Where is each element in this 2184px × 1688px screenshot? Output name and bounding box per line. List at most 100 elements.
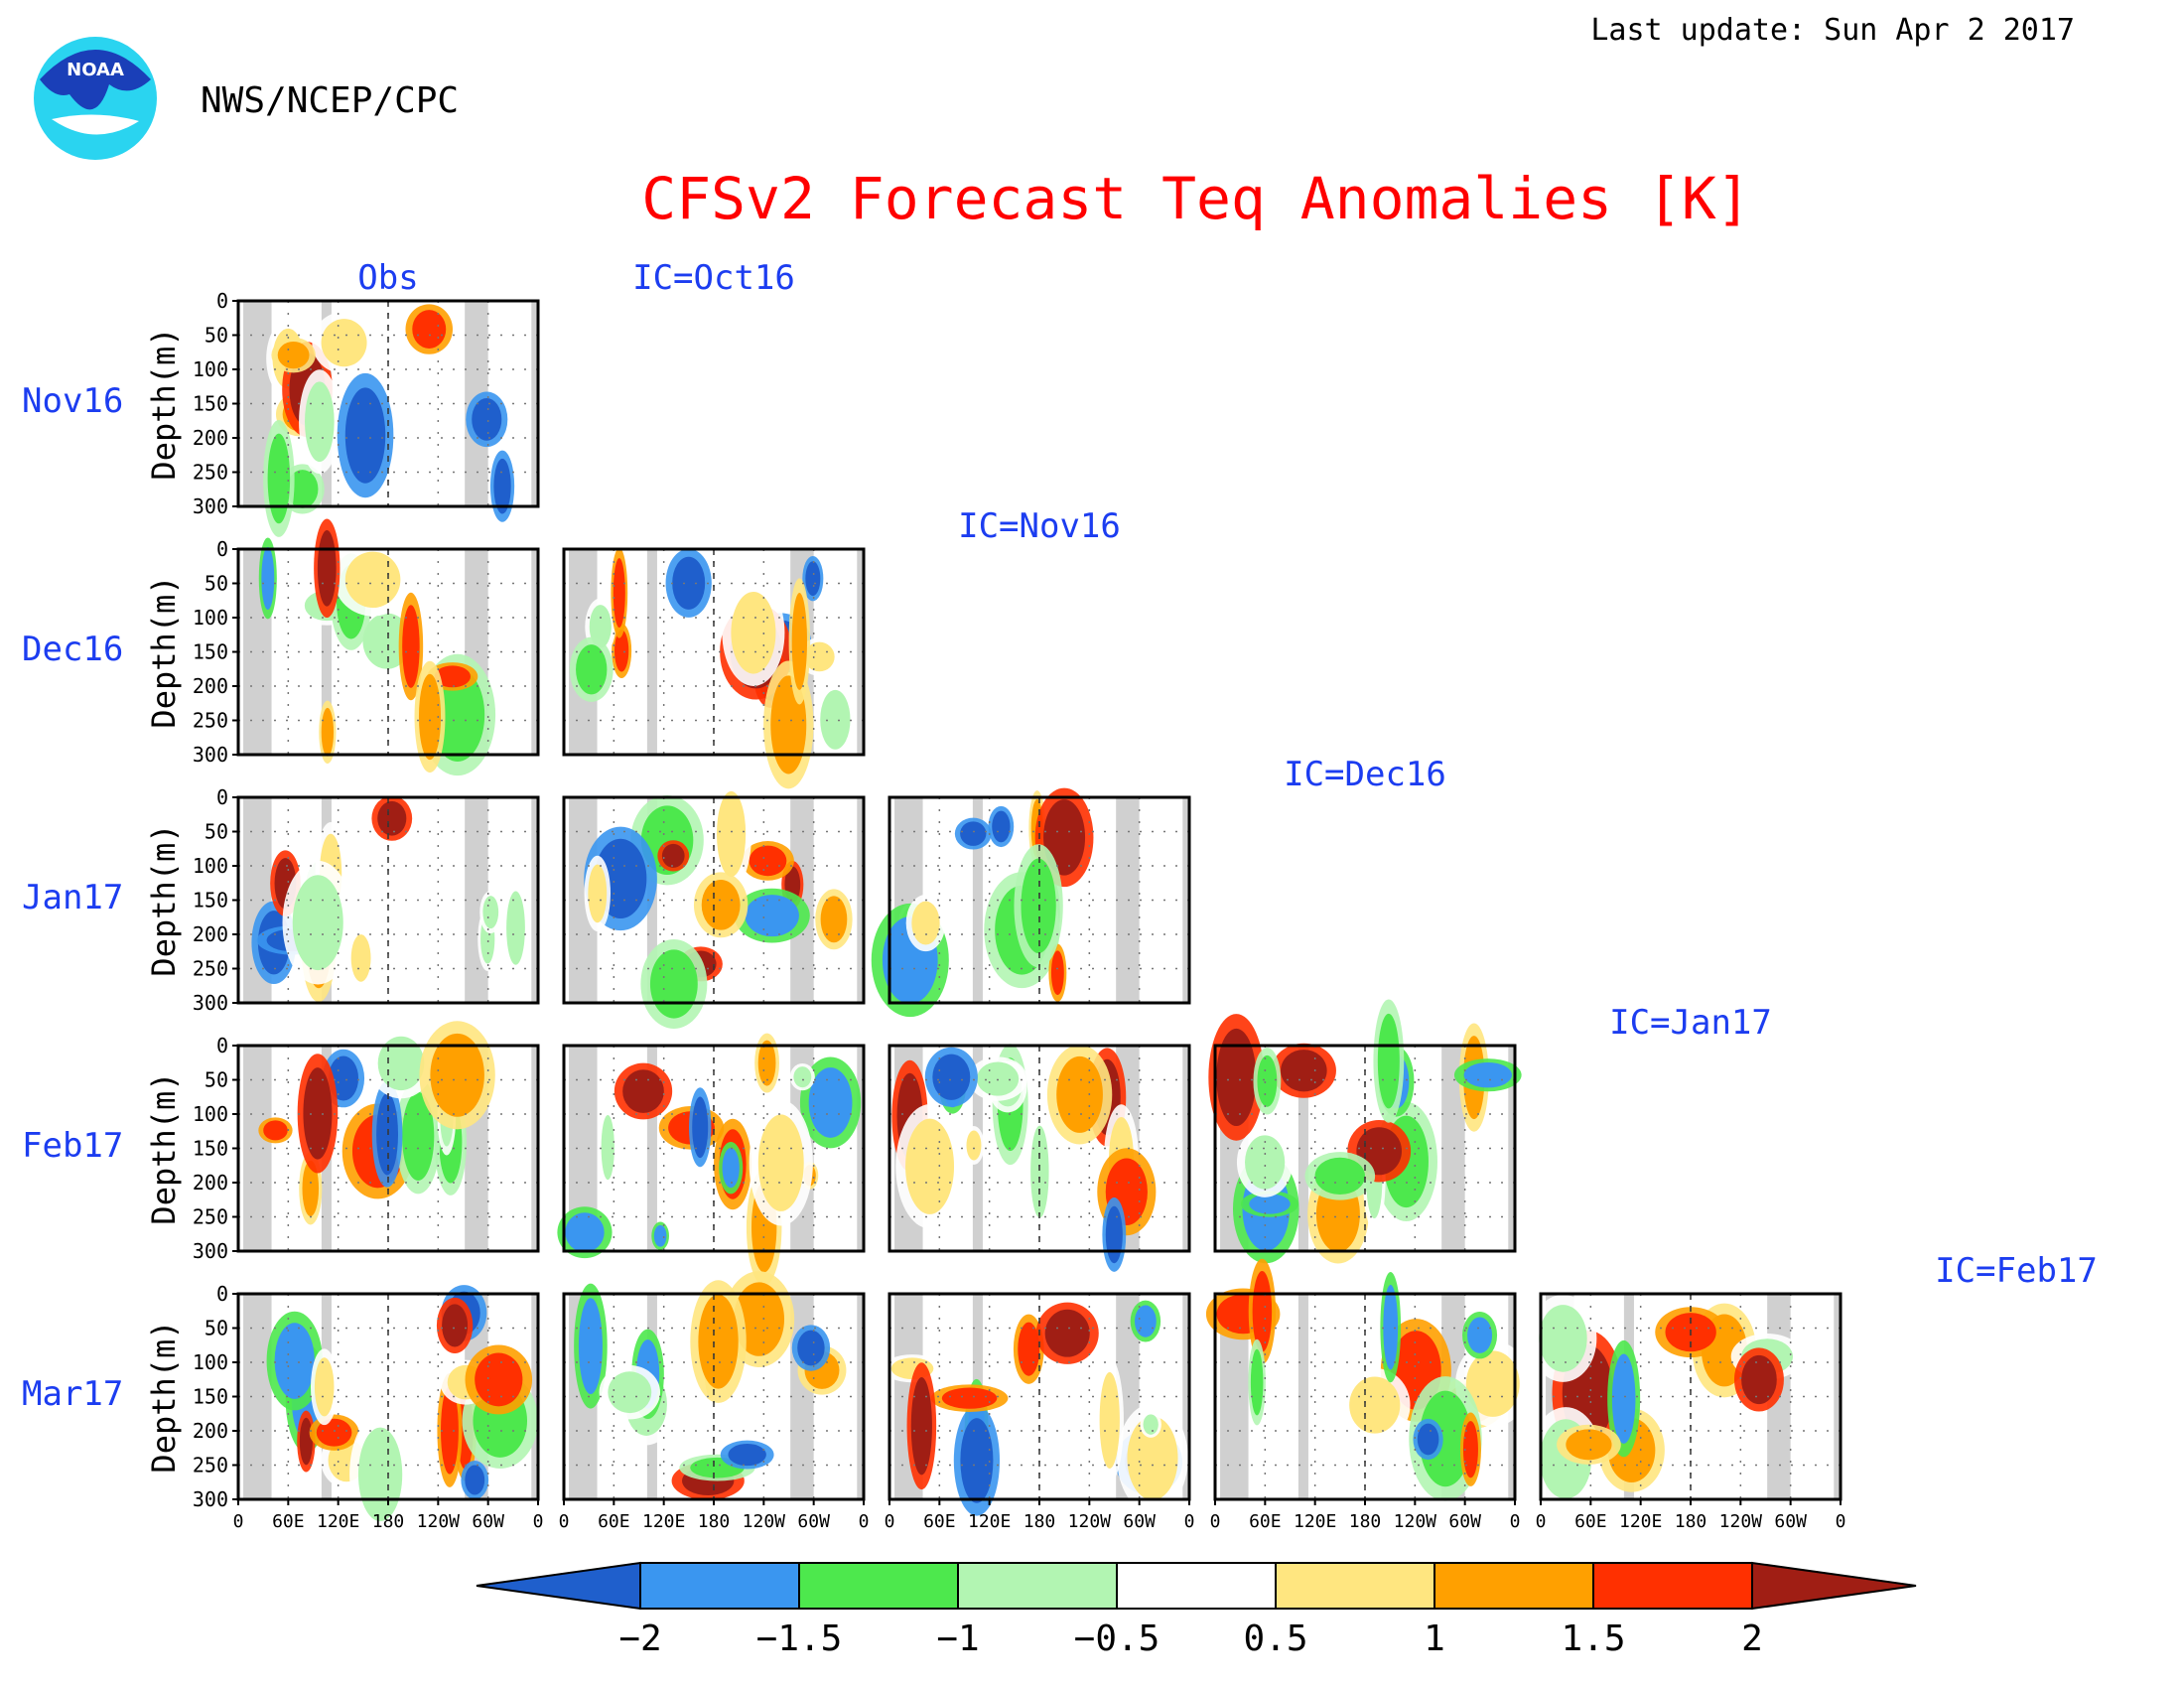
land-mask: [857, 1046, 864, 1251]
y-axis-label: Depth(m): [145, 327, 183, 480]
x-tick-label: 60W: [1123, 1511, 1156, 1532]
row-label: Nov16: [22, 381, 123, 421]
y-tick-label: 100: [193, 1350, 228, 1374]
y-tick-label: 150: [193, 392, 228, 416]
anomaly-contour: [1044, 1309, 1090, 1357]
anomaly-contour: [274, 1323, 315, 1399]
anomaly-contour: [1105, 1205, 1123, 1264]
anomaly-contour: [745, 895, 799, 937]
anomaly-contour: [692, 1096, 709, 1159]
anomaly-contour: [1741, 1354, 1777, 1405]
colorbar-swatch: [1433, 1562, 1594, 1610]
anomaly-contour: [344, 387, 386, 484]
y-tick-label: 300: [193, 1239, 228, 1263]
x-tick-label: 180: [1024, 1511, 1056, 1532]
anomaly-contour: [302, 1160, 320, 1217]
column-header: IC=Feb17: [1935, 1251, 2098, 1291]
y-tick-label: 200: [193, 674, 228, 698]
colorbar-label: −1.5: [756, 1618, 843, 1659]
anomaly-contour: [932, 1054, 971, 1100]
anomaly-contour: [805, 561, 821, 597]
anomaly-contour: [672, 556, 706, 610]
anomaly-contour: [1462, 1421, 1478, 1478]
anomaly-contour: [357, 1427, 403, 1522]
panel: 0 50 100 150 200 250 300: [193, 785, 540, 1015]
anomaly-contour: [1050, 950, 1064, 996]
panel: [887, 1044, 1191, 1272]
x-tick-label: 0: [1510, 1511, 1521, 1532]
x-tick-label: 60W: [1448, 1511, 1481, 1532]
land-mask: [1834, 1294, 1841, 1499]
x-tick-label: 60E: [598, 1511, 630, 1532]
anomaly-contour: [267, 433, 291, 524]
colorbar-swatch: [1116, 1562, 1277, 1610]
x-tick-label: 120W: [1719, 1511, 1763, 1532]
row-label: Dec16: [22, 630, 123, 669]
x-tick-label: 120E: [1294, 1511, 1336, 1532]
column-header: IC=Nov16: [958, 506, 1121, 546]
last-update: Last update: Sun Apr 2 2017: [1590, 13, 2075, 48]
colorbar-swatch: [957, 1562, 1118, 1610]
y-tick-label: 0: [216, 1282, 228, 1306]
anomaly-contour: [717, 790, 747, 877]
anomaly-contour: [757, 1040, 776, 1086]
x-tick-label: 120W: [1068, 1511, 1112, 1532]
x-tick-label: 120W: [743, 1511, 786, 1532]
y-tick-label: 100: [193, 606, 228, 630]
panel: 0 50 100 150 200 250 300: [193, 518, 540, 776]
chart-title: CFSv2 Forecast Teq Anomalies [K]: [641, 165, 1750, 232]
land-mask: [1508, 1046, 1515, 1251]
y-tick-label: 200: [193, 1419, 228, 1443]
x-tick-label: 60E: [1249, 1511, 1282, 1532]
y-tick-label: 50: [205, 324, 228, 348]
x-tick-label: 0: [1536, 1511, 1547, 1532]
anomaly-contour: [1043, 799, 1086, 876]
anomaly-contour: [701, 879, 741, 930]
y-axis-label: Depth(m): [145, 1071, 183, 1224]
column-header: IC=Dec16: [1284, 755, 1446, 794]
anomaly-contour: [1611, 1353, 1636, 1444]
anomaly-contour: [434, 665, 472, 688]
anomaly-contour: [992, 810, 1011, 843]
colorbar-label: 1.5: [1561, 1618, 1625, 1659]
land-mask: [243, 1046, 272, 1251]
x-tick-label: 0: [1210, 1511, 1221, 1532]
colorbar-swatch: [639, 1562, 800, 1610]
anomaly-contour: [376, 1093, 399, 1176]
colorbar-arrow-high: [1751, 1561, 1917, 1611]
anomaly-contour: [493, 458, 511, 514]
y-tick-label: 300: [193, 743, 228, 767]
y-axis-label: Depth(m): [145, 575, 183, 728]
anomaly-contour: [793, 1066, 812, 1088]
panel: [1208, 999, 1522, 1264]
anomaly-contour: [277, 342, 310, 369]
anomaly-contour: [976, 1061, 1020, 1096]
anomaly-contour: [1383, 1284, 1399, 1370]
x-tick-label: 0: [233, 1511, 244, 1532]
anomaly-contour: [649, 949, 698, 1019]
x-tick-label: 180: [698, 1511, 731, 1532]
anomaly-contour: [791, 593, 807, 690]
panel-frame: [1213, 1044, 1517, 1253]
anomaly-contour: [303, 1067, 333, 1160]
y-tick-label: 200: [193, 426, 228, 450]
x-tick-label: 0: [859, 1511, 870, 1532]
anomaly-contour: [622, 1069, 664, 1113]
panel: 0 60E 120E 180 120W 60W 0: [1529, 1292, 1845, 1532]
y-tick-label: 50: [205, 572, 228, 596]
panel: 0 50 100 150 200 250 300: [193, 289, 540, 537]
y-tick-label: 300: [193, 991, 228, 1015]
anomaly-contour: [286, 470, 319, 508]
anomaly-contour: [757, 1114, 804, 1211]
anomaly-contour: [1467, 1317, 1493, 1353]
colorbar-label: −1: [936, 1618, 979, 1659]
panel: 0 50 100 150 200 250 300: [193, 1021, 540, 1263]
colorbar-label: −0.5: [1074, 1618, 1160, 1659]
anomaly-contour: [905, 1118, 955, 1214]
x-tick-label: 60E: [923, 1511, 956, 1532]
anomaly-contour: [911, 901, 940, 945]
column-header: Obs: [357, 258, 418, 298]
x-tick-label: 60E: [272, 1511, 305, 1532]
land-mask: [1441, 1046, 1465, 1251]
